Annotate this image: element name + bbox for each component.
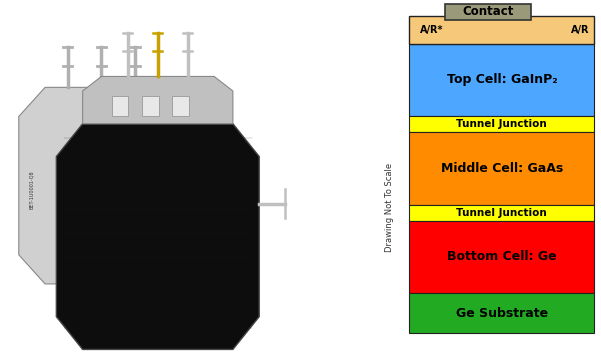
Bar <box>445 4 531 20</box>
Text: A/R*: A/R* <box>420 25 444 35</box>
Bar <box>112 96 129 116</box>
Polygon shape <box>19 87 195 284</box>
Text: Ge Substrate: Ge Substrate <box>456 306 548 320</box>
Bar <box>409 16 594 44</box>
Text: Tunnel Junction: Tunnel Junction <box>457 119 547 129</box>
Text: A/R: A/R <box>571 25 590 35</box>
Bar <box>409 116 594 132</box>
Text: Contact: Contact <box>463 5 514 18</box>
Polygon shape <box>83 76 233 124</box>
Text: Tunnel Junction: Tunnel Junction <box>457 208 547 218</box>
Bar <box>142 96 159 116</box>
Bar <box>409 205 594 221</box>
Text: Top Cell: GaInP₂: Top Cell: GaInP₂ <box>447 74 557 86</box>
Text: BET-1U0001-Q8: BET-1U0001-Q8 <box>29 170 34 209</box>
Polygon shape <box>56 124 259 349</box>
Text: Middle Cell: GaAs: Middle Cell: GaAs <box>441 162 563 175</box>
Bar <box>409 44 594 116</box>
Bar <box>409 221 594 293</box>
Text: Bottom Cell: Ge: Bottom Cell: Ge <box>447 250 557 264</box>
Bar <box>409 293 594 333</box>
Bar <box>172 96 189 116</box>
Bar <box>409 132 594 205</box>
Text: Drawing Not To Scale: Drawing Not To Scale <box>385 163 394 252</box>
